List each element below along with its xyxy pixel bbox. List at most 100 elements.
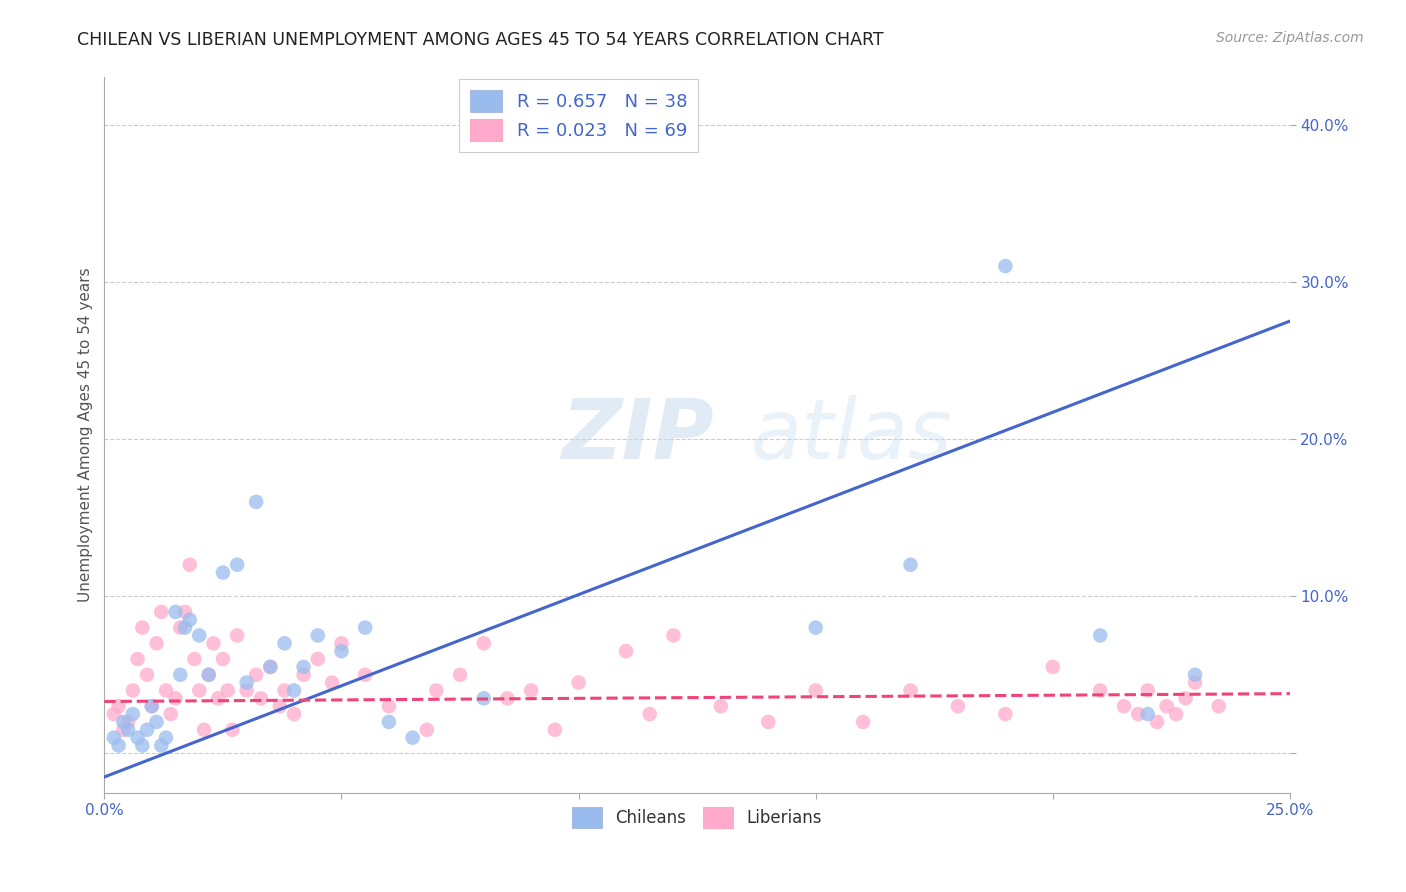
Point bbox=[212, 652, 235, 666]
Point bbox=[150, 605, 173, 619]
Point bbox=[1090, 628, 1112, 642]
Point bbox=[169, 667, 191, 681]
Point bbox=[121, 683, 143, 698]
Point bbox=[425, 683, 447, 698]
Point bbox=[900, 683, 922, 698]
Point bbox=[449, 667, 471, 681]
Y-axis label: Unemployment Among Ages 45 to 54 years: Unemployment Among Ages 45 to 54 years bbox=[79, 268, 93, 602]
Point bbox=[141, 699, 163, 714]
Point bbox=[401, 731, 423, 745]
Point bbox=[245, 667, 267, 681]
Point bbox=[103, 731, 125, 745]
Point bbox=[354, 621, 377, 635]
Point bbox=[900, 558, 922, 572]
Point bbox=[155, 683, 177, 698]
Point bbox=[273, 636, 295, 650]
Point bbox=[155, 731, 177, 745]
Point bbox=[852, 714, 875, 729]
Point bbox=[1136, 707, 1159, 722]
Point bbox=[207, 691, 229, 706]
Point bbox=[994, 259, 1017, 273]
Point bbox=[283, 707, 305, 722]
Point bbox=[638, 707, 661, 722]
Point bbox=[330, 644, 353, 658]
Point bbox=[1042, 660, 1064, 674]
Point bbox=[212, 566, 235, 580]
Point bbox=[378, 714, 401, 729]
Point bbox=[117, 723, 139, 737]
Point bbox=[710, 699, 733, 714]
Point bbox=[1112, 699, 1135, 714]
Point bbox=[188, 683, 211, 698]
Point bbox=[235, 675, 257, 690]
Point bbox=[1164, 707, 1187, 722]
Point bbox=[193, 723, 215, 737]
Point bbox=[159, 707, 181, 722]
Point bbox=[496, 691, 519, 706]
Point bbox=[145, 714, 167, 729]
Point bbox=[179, 558, 201, 572]
Point bbox=[354, 667, 377, 681]
Legend: Chileans, Liberians: Chileans, Liberians bbox=[565, 801, 828, 834]
Point bbox=[321, 675, 343, 690]
Point bbox=[472, 691, 495, 706]
Point bbox=[179, 613, 201, 627]
Point bbox=[226, 558, 249, 572]
Point bbox=[136, 667, 159, 681]
Point bbox=[1090, 683, 1112, 698]
Point bbox=[614, 644, 637, 658]
Text: ZIP: ZIP bbox=[561, 394, 713, 475]
Point bbox=[416, 723, 439, 737]
Point bbox=[544, 723, 567, 737]
Point bbox=[1126, 707, 1149, 722]
Point bbox=[273, 683, 295, 698]
Point bbox=[131, 621, 153, 635]
Point bbox=[946, 699, 969, 714]
Point bbox=[117, 714, 139, 729]
Text: Source: ZipAtlas.com: Source: ZipAtlas.com bbox=[1216, 31, 1364, 45]
Point bbox=[1208, 699, 1230, 714]
Point bbox=[520, 683, 543, 698]
Point bbox=[378, 699, 401, 714]
Point bbox=[259, 660, 281, 674]
Point bbox=[103, 707, 125, 722]
Point bbox=[136, 723, 159, 737]
Point bbox=[217, 683, 239, 698]
Point bbox=[307, 652, 329, 666]
Point bbox=[188, 628, 211, 642]
Point bbox=[107, 739, 129, 753]
Point bbox=[307, 628, 329, 642]
Point bbox=[1146, 714, 1168, 729]
Point bbox=[112, 714, 135, 729]
Point bbox=[197, 667, 219, 681]
Point bbox=[994, 707, 1017, 722]
Point bbox=[1184, 675, 1206, 690]
Point bbox=[804, 683, 827, 698]
Point bbox=[165, 691, 187, 706]
Point bbox=[145, 636, 167, 650]
Point bbox=[121, 707, 143, 722]
Point bbox=[472, 636, 495, 650]
Point bbox=[127, 731, 149, 745]
Point bbox=[112, 723, 135, 737]
Point bbox=[245, 495, 267, 509]
Point bbox=[127, 652, 149, 666]
Point bbox=[1136, 683, 1159, 698]
Point bbox=[174, 621, 197, 635]
Point bbox=[150, 739, 173, 753]
Point bbox=[131, 739, 153, 753]
Point bbox=[283, 683, 305, 698]
Point bbox=[226, 628, 249, 642]
Point bbox=[235, 683, 257, 698]
Point bbox=[1156, 699, 1178, 714]
Point bbox=[183, 652, 205, 666]
Point bbox=[141, 699, 163, 714]
Point bbox=[107, 699, 129, 714]
Point bbox=[568, 675, 591, 690]
Point bbox=[1174, 691, 1197, 706]
Point bbox=[250, 691, 273, 706]
Point bbox=[1184, 667, 1206, 681]
Point bbox=[259, 660, 281, 674]
Point bbox=[292, 667, 315, 681]
Point bbox=[202, 636, 225, 650]
